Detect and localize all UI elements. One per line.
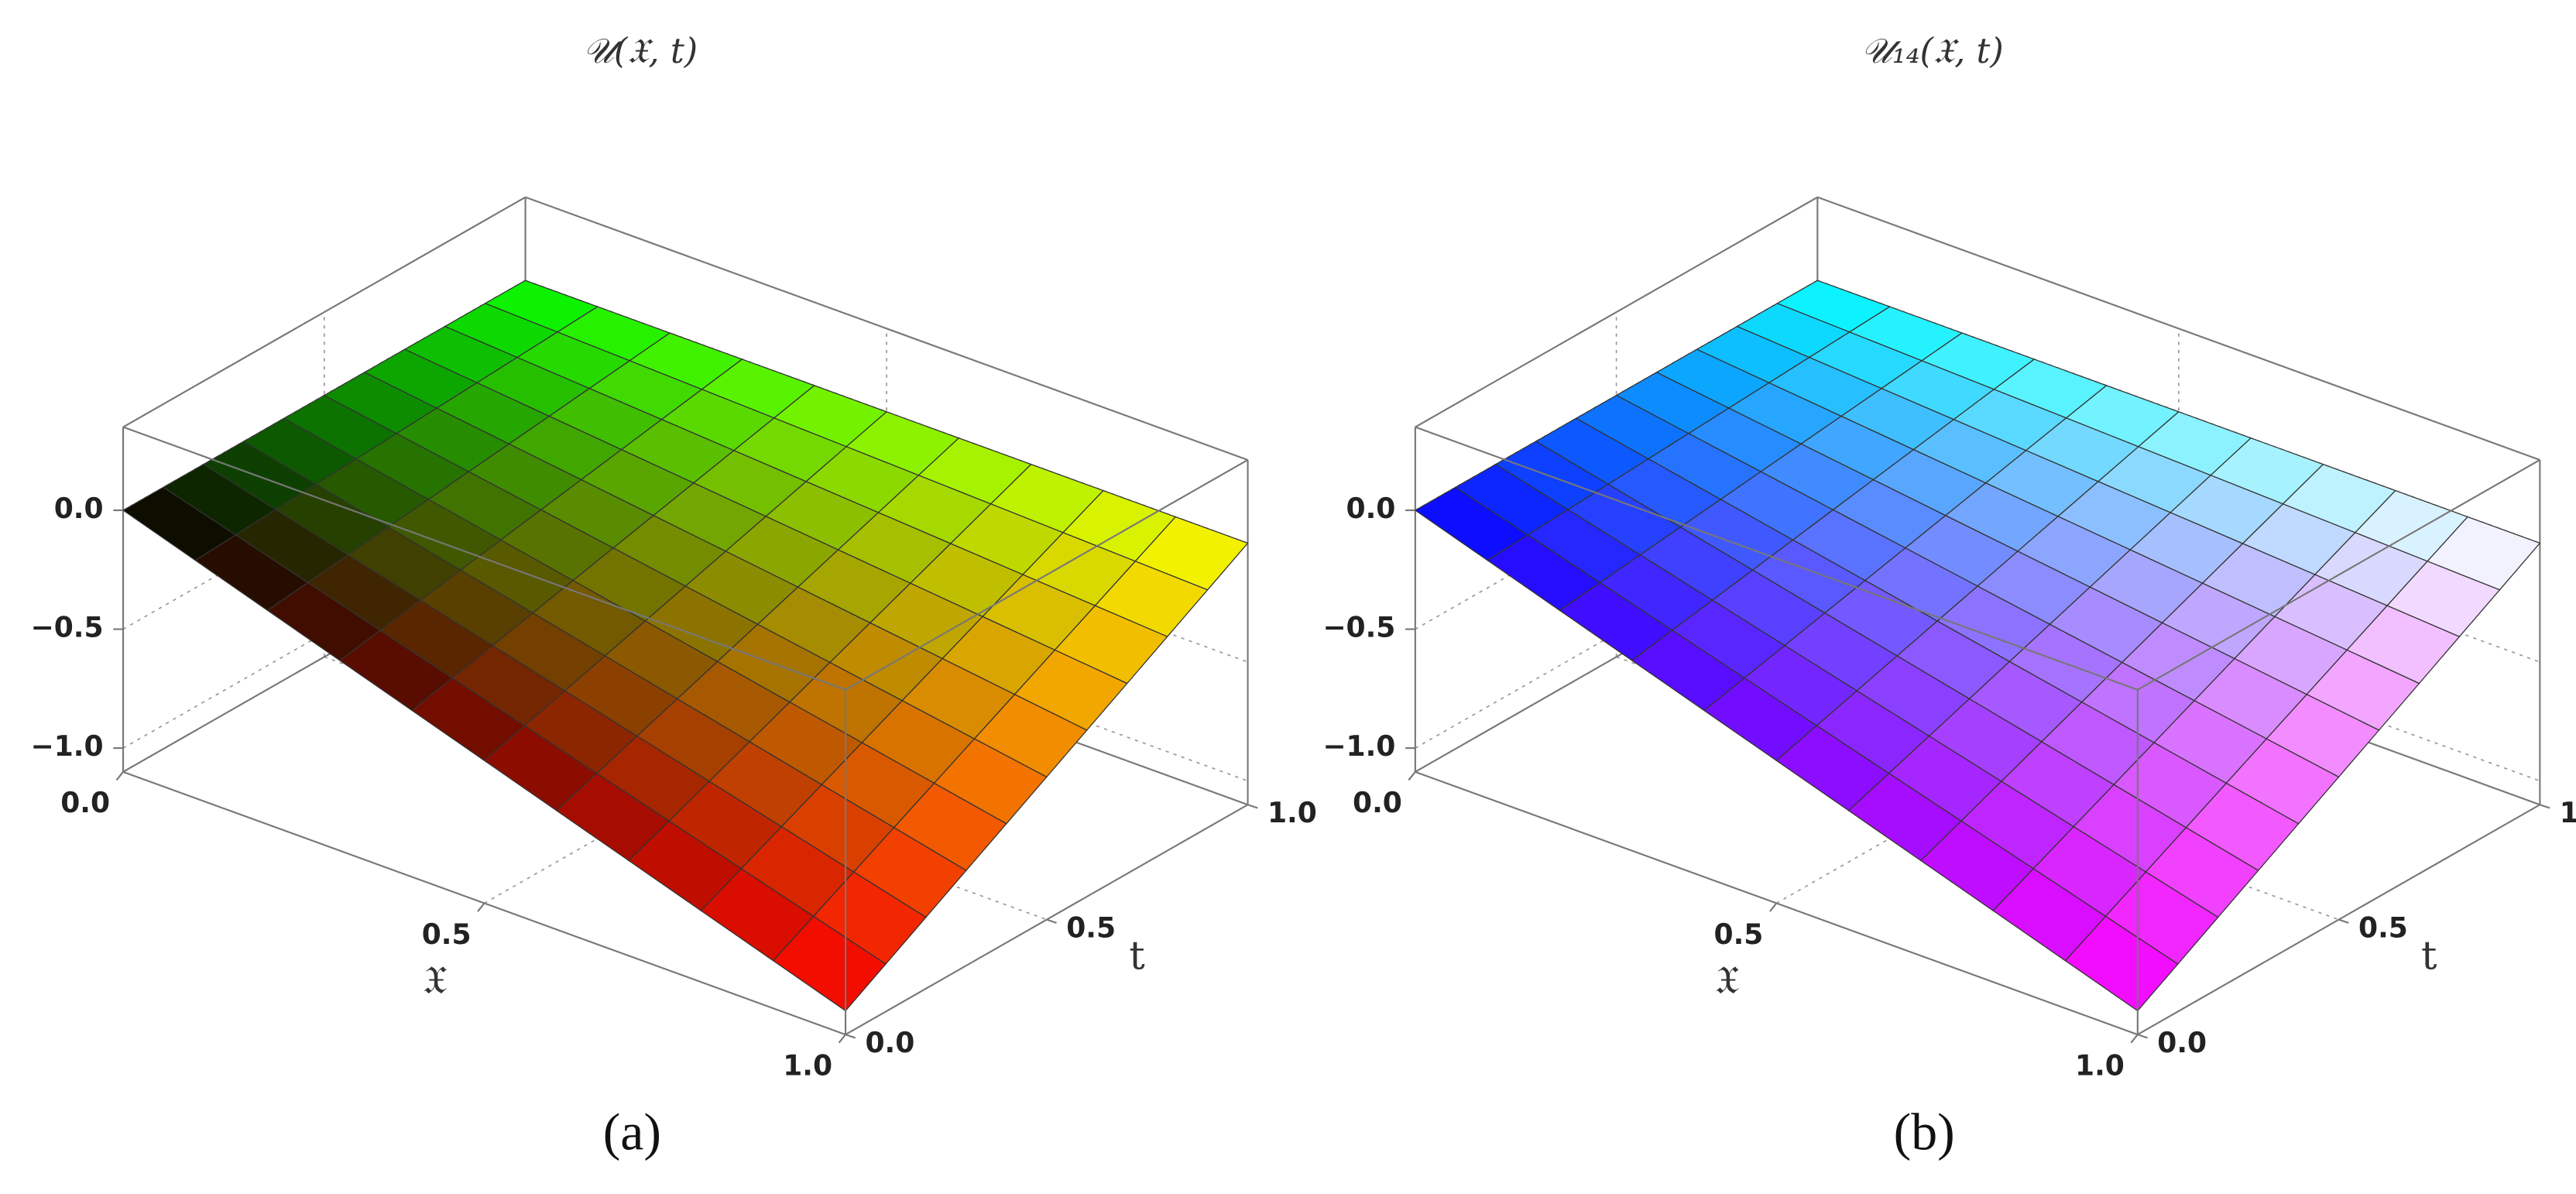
z-tick-label: −0.5 xyxy=(31,612,104,644)
t-axis-label: t xyxy=(2421,933,2437,979)
box-edge xyxy=(525,196,1248,461)
t-tick-label: 0.5 xyxy=(1066,912,1116,944)
panel: 0.0 −0.5 −1.0 0.0 0.5 1.0 0.0 0.5 1.0 𝔛t 𝒰(𝔛, t) (a… xyxy=(31,32,1317,1161)
box-edge xyxy=(1415,426,2139,691)
box-edge xyxy=(845,459,1249,691)
box-edge xyxy=(2137,459,2540,691)
z-tick-label: −0.5 xyxy=(1322,612,1395,644)
z-tick-label: 0.0 xyxy=(54,493,104,525)
grid-line xyxy=(1817,517,2540,782)
tick-mark xyxy=(1769,902,1778,912)
panel-caption: (b) xyxy=(1894,1103,1955,1161)
surface-cell xyxy=(2064,915,2179,1012)
surface-cell xyxy=(772,915,887,1012)
z-tick-label: −1.0 xyxy=(1322,731,1395,763)
panel: 0.0 −0.5 −1.0 0.0 0.5 1.0 0.0 0.5 1.0 𝔛t 𝒰₁₄(𝔛, t)… xyxy=(1322,32,2576,1161)
x-axis-label: 𝔛 xyxy=(423,958,447,1004)
t-tick-label: 0.5 xyxy=(2358,912,2408,944)
tick-mark xyxy=(838,1034,846,1044)
x-tick-label: 0.5 xyxy=(1714,919,1764,951)
tick-mark xyxy=(115,771,124,781)
t-tick-label: 1.0 xyxy=(2560,798,2576,829)
z-tick-label: 0.0 xyxy=(1346,493,1396,525)
box-edge xyxy=(122,426,846,691)
tick-mark xyxy=(845,1034,856,1039)
t-tick-label: 0.0 xyxy=(2157,1028,2207,1059)
chart-title: 𝒰₁₄(𝔛, t) xyxy=(1861,32,2004,71)
panel-caption: (a) xyxy=(603,1103,661,1161)
tick-mark xyxy=(2137,1034,2148,1039)
x-tick-label: 0.0 xyxy=(1353,787,1402,819)
box-edge xyxy=(1816,196,2540,461)
t-tick-label: 1.0 xyxy=(1267,798,1317,829)
t-tick-label: 0.0 xyxy=(865,1028,914,1059)
tick-mark xyxy=(1247,804,1258,809)
x-tick-label: 1.0 xyxy=(2075,1051,2125,1082)
tick-mark xyxy=(2338,918,2349,924)
tick-mark xyxy=(1408,771,1416,781)
x-tick-label: 0.0 xyxy=(60,787,110,819)
tick-mark xyxy=(2540,804,2550,809)
tick-mark xyxy=(477,902,485,912)
box-edge xyxy=(1415,196,1818,428)
x-axis-label: 𝔛 xyxy=(1715,958,1739,1004)
chart-title: 𝒰(𝔛, t) xyxy=(583,32,698,71)
z-tick-label: −1.0 xyxy=(31,731,104,763)
tick-mark xyxy=(1046,918,1057,924)
grid-line xyxy=(525,517,1248,782)
tick-mark xyxy=(2130,1034,2139,1044)
x-tick-label: 0.5 xyxy=(422,919,472,951)
x-tick-label: 1.0 xyxy=(783,1051,832,1082)
t-axis-label: t xyxy=(1129,933,1145,979)
box-edge xyxy=(122,196,527,428)
